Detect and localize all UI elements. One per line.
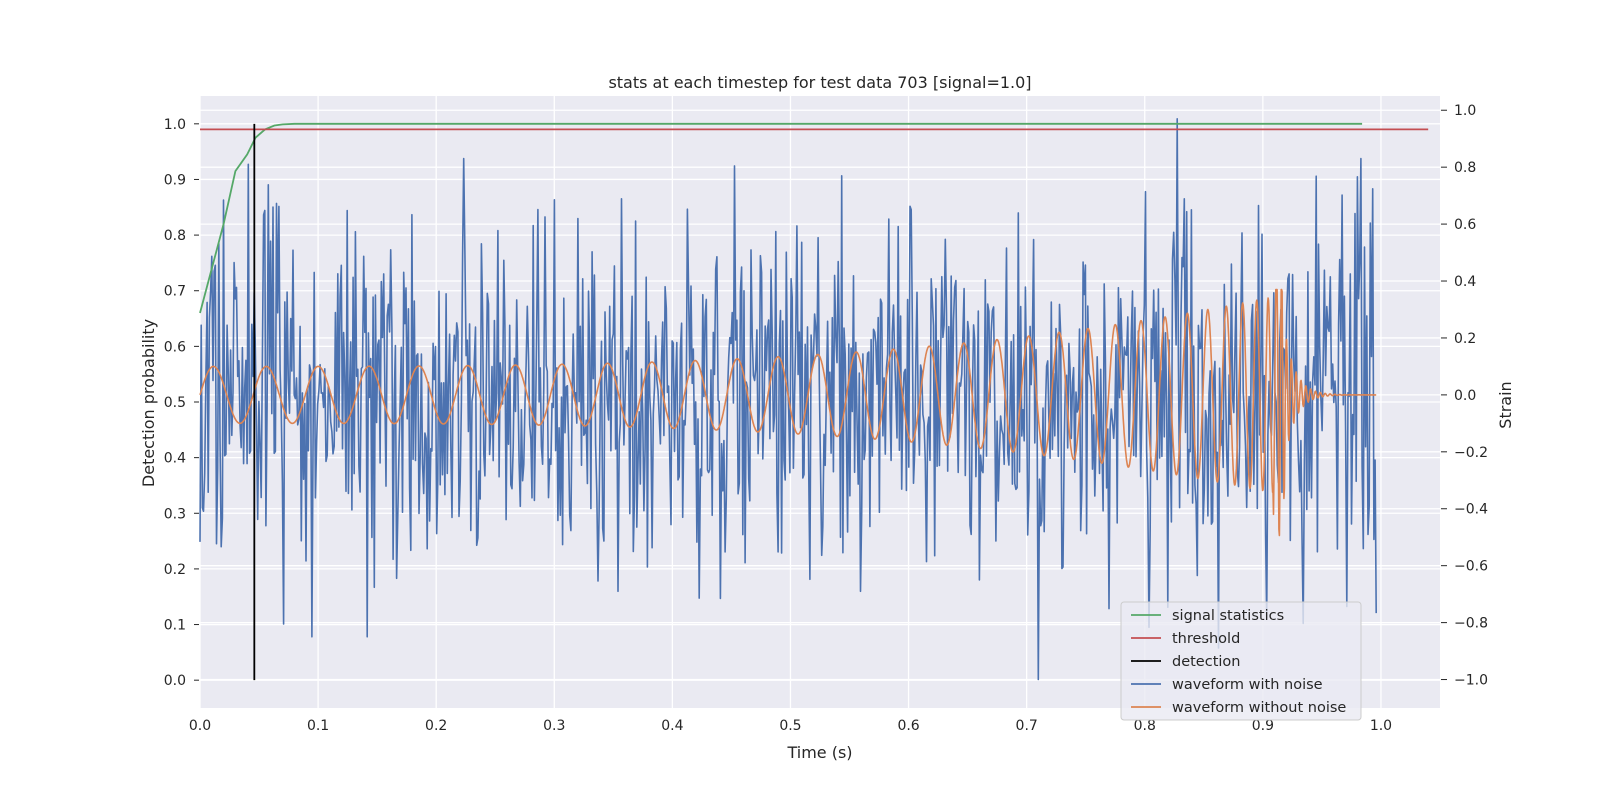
- x-tick-label: 0.1: [307, 718, 329, 734]
- y2-tick-label: −1.0: [1454, 673, 1488, 689]
- legend: signal statistics threshold detection wa…: [1120, 601, 1362, 721]
- y2-tick-label: −0.2: [1454, 445, 1488, 461]
- legend-label-waveform-without-noise: waveform without noise: [1172, 700, 1346, 716]
- y-tick-label: 0.0: [164, 673, 186, 689]
- x-tick-label: 0.9: [1252, 718, 1274, 734]
- x-tick-label: 0.6: [897, 718, 919, 734]
- legend-box: [1120, 601, 1362, 721]
- series-layer: [199, 118, 1429, 681]
- x-axis-label: Time (s): [786, 743, 852, 762]
- ticks: 0.0 0.1 0.2 0.3 0.4 0.5 0.6 0.7 0.8 0.9 1.0 0.0 0.1 0…: [164, 103, 1488, 734]
- x-tick-label: 0.0: [189, 718, 211, 734]
- y2-tick-label: 0.0: [1454, 388, 1476, 404]
- x-tick-label: 0.5: [779, 718, 801, 734]
- y2-tick-label: −0.4: [1454, 502, 1488, 518]
- x-tick-label: 0.3: [543, 718, 565, 734]
- y2-tick-label: 0.4: [1454, 274, 1476, 290]
- x-tick-label: 0.4: [661, 718, 683, 734]
- y-tick-label: 0.5: [164, 395, 186, 411]
- legend-label-signal-statistics: signal statistics: [1172, 608, 1284, 624]
- y2-tick-label: 1.0: [1454, 103, 1476, 119]
- x-tick-label: 0.2: [425, 718, 447, 734]
- legend-label-waveform-with-noise: waveform with noise: [1172, 677, 1323, 693]
- y-tick-label: 0.7: [164, 284, 186, 300]
- legend-label-detection: detection: [1172, 654, 1240, 670]
- y2-axis-label: Strain: [1496, 381, 1515, 428]
- y-tick-label: 1.0: [164, 117, 186, 133]
- y-tick-label: 0.3: [164, 506, 186, 522]
- y-tick-label: 0.8: [164, 228, 186, 244]
- y2-tick-label: 0.2: [1454, 331, 1476, 347]
- y2-tick-label: 0.6: [1454, 217, 1476, 233]
- y-axis-label: Detection probability: [139, 319, 158, 487]
- y2-tick-label: −0.6: [1454, 559, 1488, 575]
- y-tick-label: 0.9: [164, 172, 186, 188]
- x-tick-label: 1.0: [1370, 718, 1392, 734]
- y-tick-label: 0.2: [164, 562, 186, 578]
- y-tick-label: 0.6: [164, 339, 186, 355]
- y2-tick-label: 0.8: [1454, 160, 1476, 176]
- chart-title: stats at each timestep for test data 703…: [608, 73, 1031, 92]
- legend-label-threshold: threshold: [1172, 631, 1240, 647]
- y-tick-label: 0.1: [164, 618, 186, 634]
- signal-statistics-line: [199, 122, 1363, 314]
- waveform-without-noise-line: [199, 288, 1377, 537]
- y-tick-label: 0.4: [164, 451, 186, 467]
- x-tick-label: 0.7: [1016, 718, 1038, 734]
- x-tick-label: 0.8: [1134, 718, 1156, 734]
- y2-tick-label: −0.8: [1454, 616, 1488, 632]
